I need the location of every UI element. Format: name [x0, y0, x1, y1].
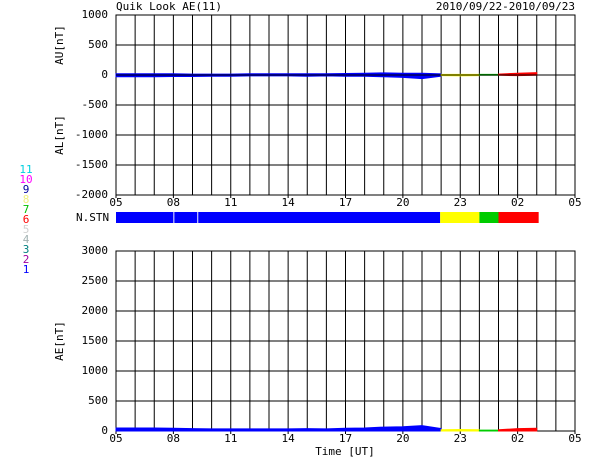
data-area	[440, 428, 480, 432]
data-area	[115, 72, 442, 76]
station-legend-label: 5	[23, 223, 30, 236]
station-legend-label: 11	[19, 163, 32, 176]
chart-title: Quik Look AE(11)	[116, 0, 222, 13]
data-area	[498, 427, 538, 432]
y-tick-label: 1000	[82, 364, 109, 377]
x-tick-label: 05	[109, 432, 122, 445]
station-segment	[174, 212, 198, 223]
y-tick-label: 1000	[82, 8, 109, 21]
station-legend-label: 7	[23, 203, 30, 216]
x-tick-label: 14	[282, 432, 296, 445]
x-tick-label: 02	[511, 432, 524, 445]
y-tick-label: -2000	[75, 188, 108, 201]
y-tick-label: -500	[82, 98, 109, 111]
x-tick-label: 05	[109, 196, 122, 209]
y-tick-label: -1500	[75, 158, 108, 171]
x-tick-label: 20	[396, 432, 409, 445]
station-legend-label: 6	[23, 213, 30, 226]
x-tick-label: 11	[224, 432, 237, 445]
x-axis-label: Time [UT]	[315, 445, 375, 458]
station-legend-label: 2	[23, 253, 30, 266]
station-segment	[498, 212, 539, 223]
station-legend-label: 9	[23, 183, 30, 196]
station-segment	[198, 212, 441, 223]
station-segment	[116, 212, 174, 223]
station-legend-label: 8	[23, 193, 30, 206]
x-tick-label: 17	[339, 196, 352, 209]
y-axis-label: AE[nT]	[53, 321, 66, 361]
data-area	[115, 425, 442, 432]
y-tick-label: 500	[88, 394, 108, 407]
date-range: 2010/09/22-2010/09/23	[436, 0, 575, 13]
y-tick-label: 2500	[82, 274, 109, 287]
x-tick-label: 20	[396, 196, 409, 209]
x-tick-label: 05	[568, 432, 581, 445]
y-tick-label: 0	[101, 68, 108, 81]
y-axis-label: AL[nT]	[53, 115, 66, 155]
x-tick-label: 02	[511, 196, 524, 209]
y-tick-label: 500	[88, 38, 108, 51]
y-tick-label: -1000	[75, 128, 108, 141]
x-tick-label: 23	[454, 432, 467, 445]
x-tick-label: 08	[167, 432, 180, 445]
x-tick-label: 08	[167, 196, 180, 209]
y-tick-label: 0	[101, 424, 108, 437]
x-tick-label: 05	[568, 196, 581, 209]
y-axis-label: AU[nT]	[53, 25, 66, 65]
station-segment	[479, 212, 499, 223]
station-legend-label: 3	[23, 243, 30, 256]
data-area	[115, 74, 442, 80]
station-legend-label: 10	[19, 173, 32, 186]
x-tick-label: 23	[454, 196, 467, 209]
y-tick-label: 3000	[82, 244, 109, 257]
x-tick-label: 14	[282, 196, 296, 209]
data-area	[478, 429, 499, 432]
x-tick-label: 17	[339, 432, 352, 445]
station-bar-label: N.STN	[76, 211, 109, 224]
y-tick-label: 1500	[82, 334, 109, 347]
x-tick-label: 11	[224, 196, 237, 209]
station-legend-label: 1	[23, 263, 30, 276]
y-tick-label: 2000	[82, 304, 109, 317]
station-segment	[440, 212, 480, 223]
station-legend-label: 4	[23, 233, 30, 246]
